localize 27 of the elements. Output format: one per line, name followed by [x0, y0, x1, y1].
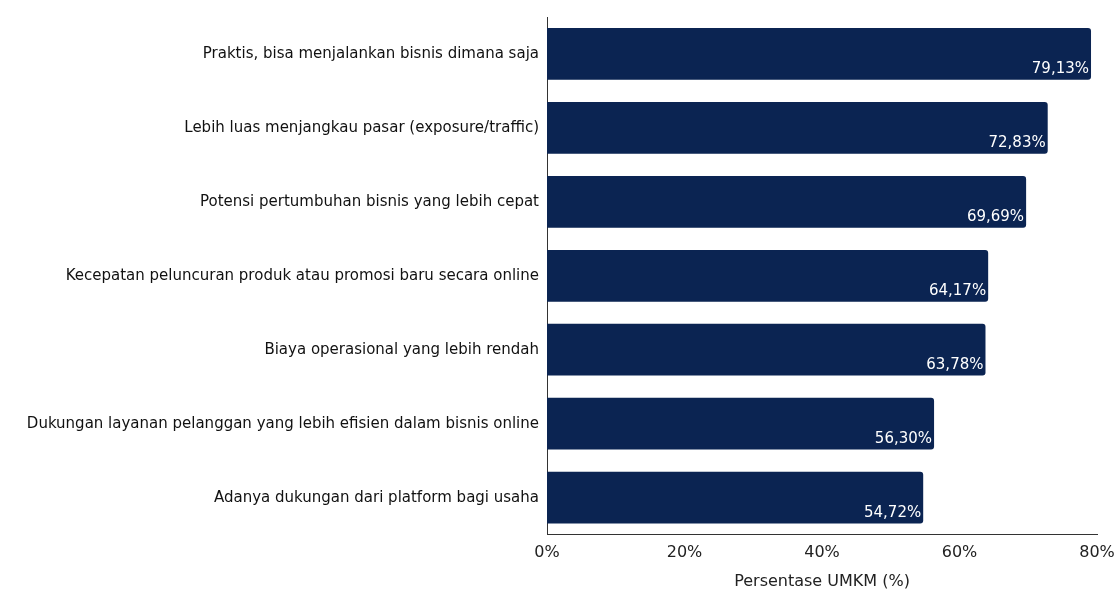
- x-tick-label: 60%: [941, 542, 978, 562]
- data-label: 72,83%: [988, 133, 1046, 152]
- y-tick-label: Potensi pertumbuhan bisnis yang lebih cepat: [199, 191, 540, 210]
- data-label: 69,69%: [966, 207, 1025, 226]
- y-tick-label: Dukungan layanan pelanggan yang lebih efisien dalam bisnis online: [26, 413, 539, 432]
- x-axis-title: Persentase UMKM (%): [734, 570, 910, 590]
- y-tick-label: Adanya dukungan dari platform bagi usaha: [213, 487, 539, 506]
- data-label: 63,78%: [926, 355, 984, 374]
- x-tick-label: 20%: [666, 542, 703, 562]
- x-tick-label: 40%: [804, 542, 840, 562]
- bar: [547, 249, 989, 302]
- y-tick-label: Lebih luas menjangkau pasar (exposure/traffic): [184, 117, 539, 136]
- bar: [547, 28, 1092, 80]
- bar: [547, 102, 1048, 154]
- data-label: 64,17%: [928, 281, 987, 300]
- data-label: 54,72%: [864, 502, 922, 521]
- x-tick-label: 0%: [534, 542, 560, 562]
- bar: [547, 397, 935, 450]
- data-label: 56,30%: [874, 428, 933, 447]
- y-tick-label: Biaya operasional yang lebih rendah: [264, 339, 539, 358]
- x-tick-label: 80%: [1079, 542, 1115, 562]
- bar: [547, 471, 924, 524]
- bar: [547, 323, 986, 376]
- y-tick-label: Kecepatan peluncuran produk atau promosi baru secara online: [65, 265, 539, 284]
- data-label: 79,13%: [1031, 59, 1090, 78]
- bar: [547, 175, 1027, 228]
- y-tick-label: Praktis, bisa menjalankan bisnis dimana saja: [202, 43, 539, 62]
